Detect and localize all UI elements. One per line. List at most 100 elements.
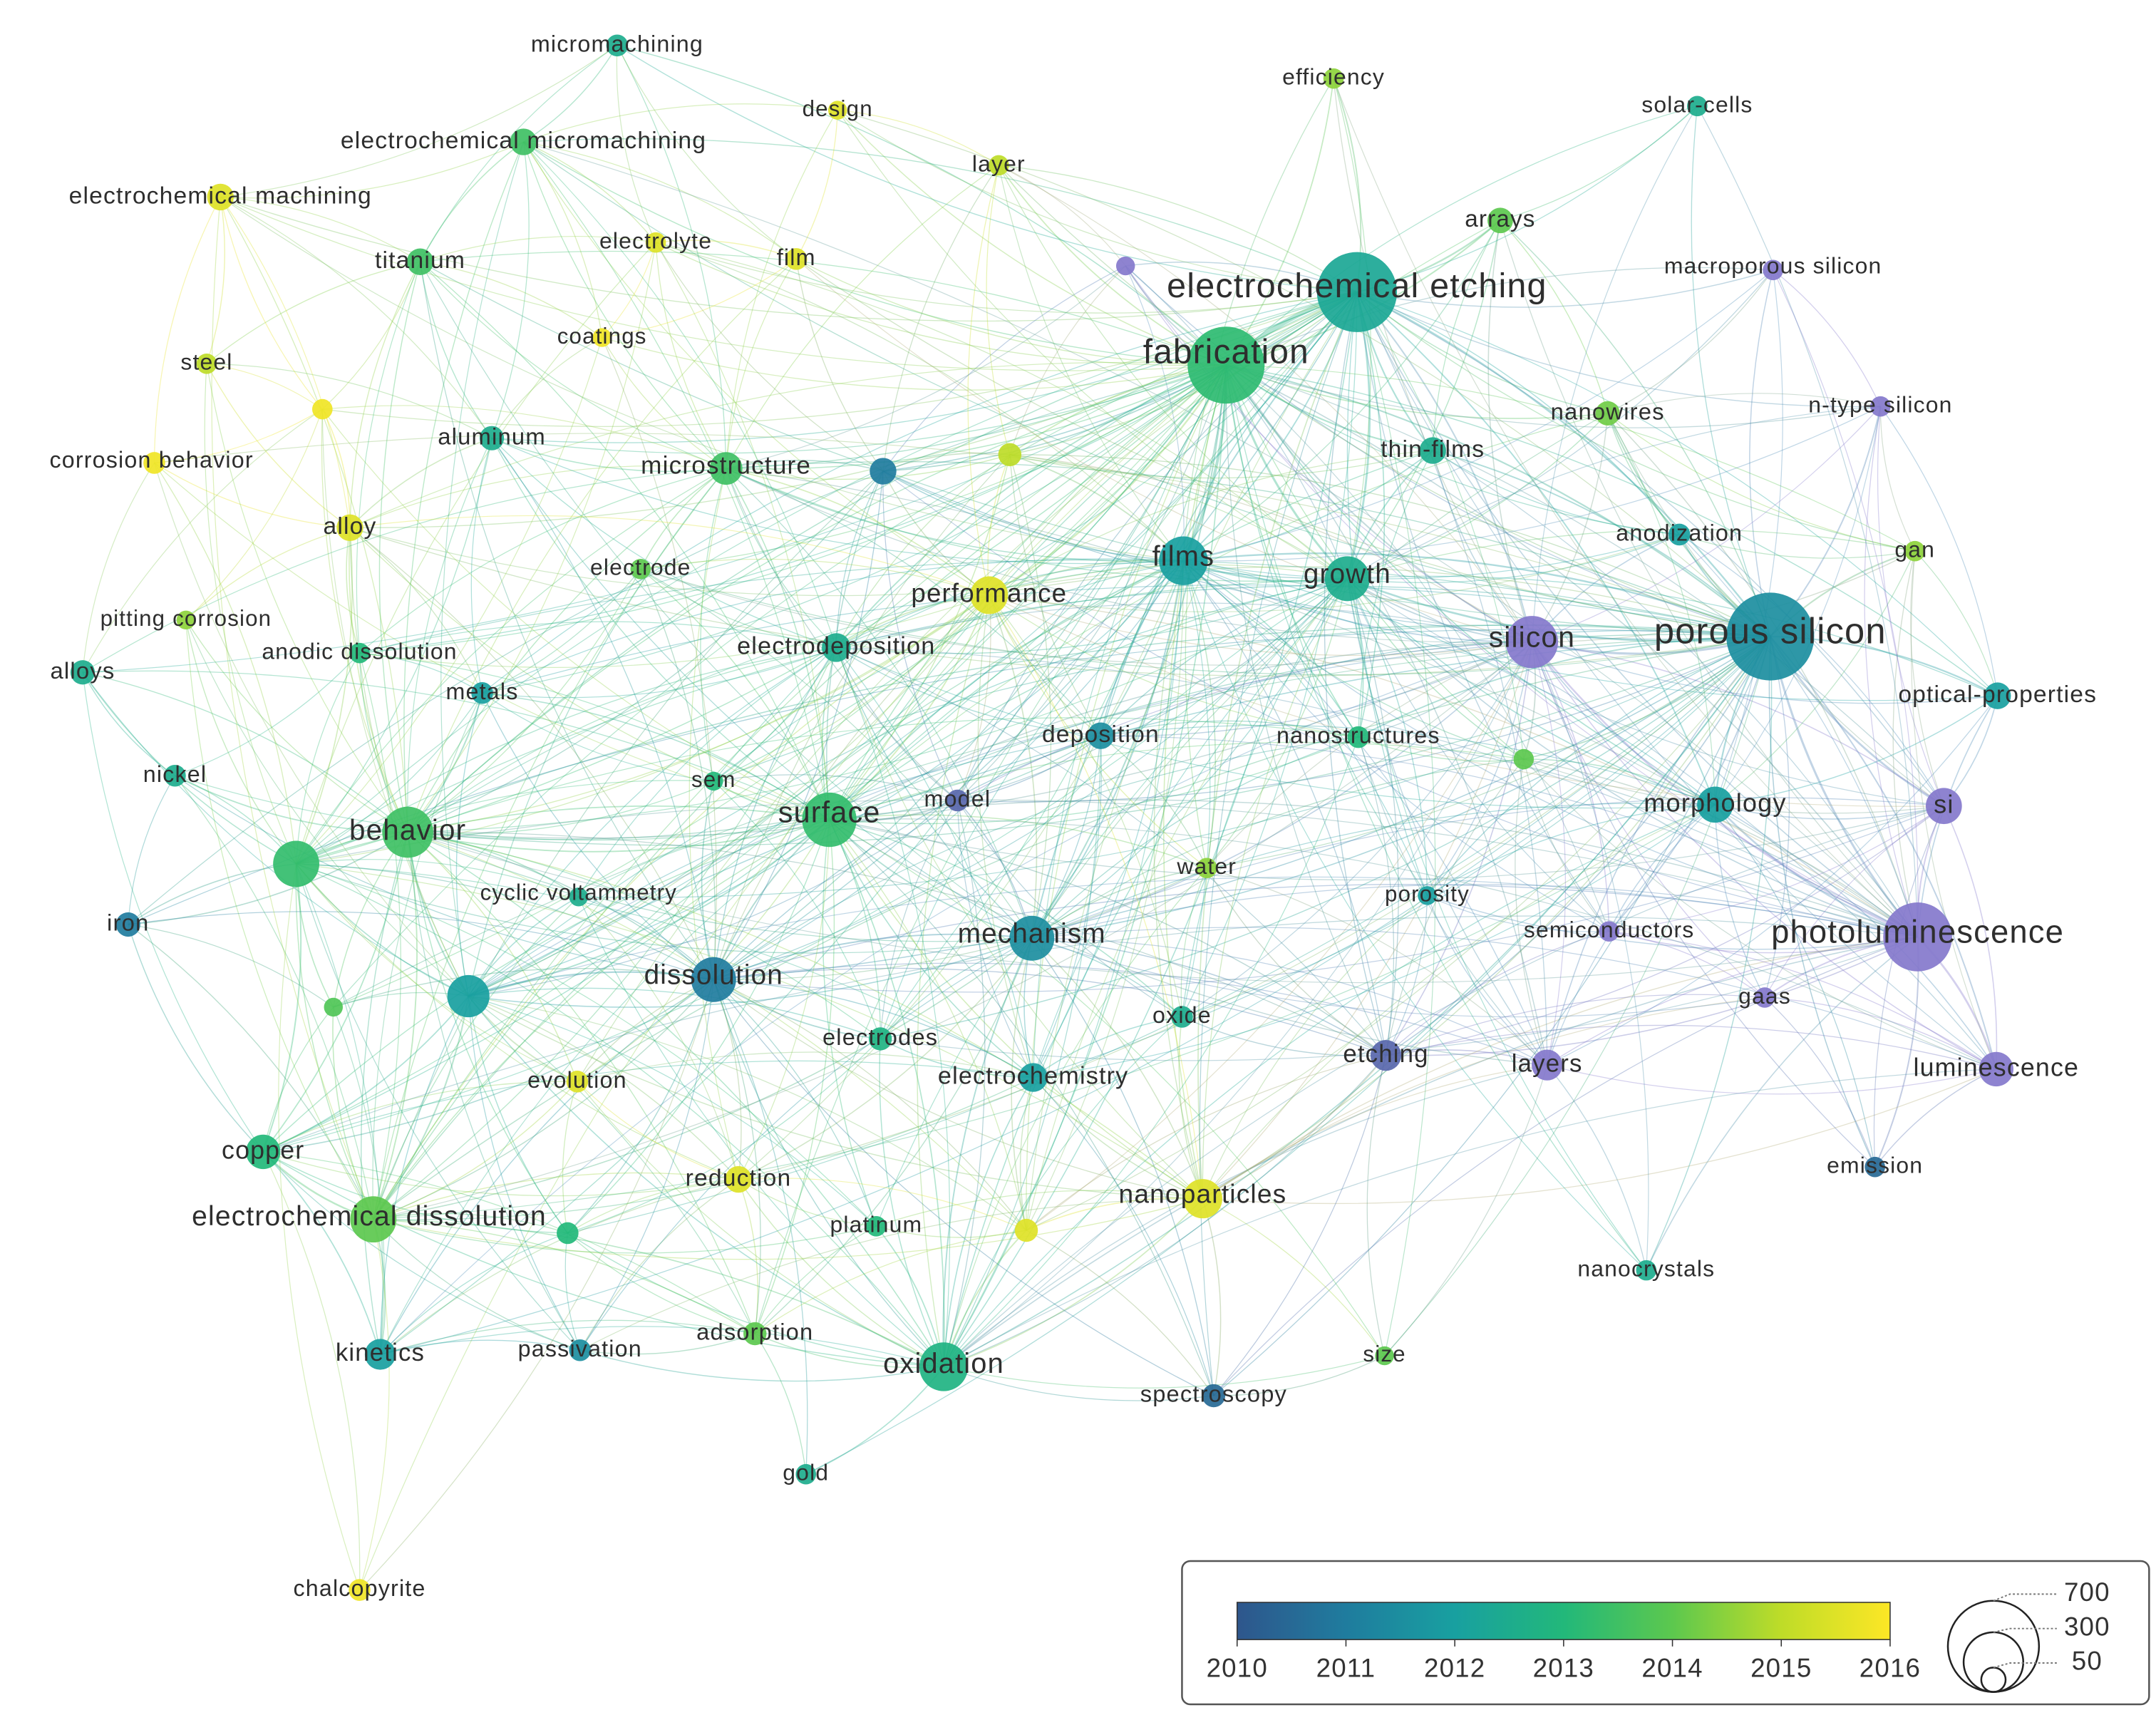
edge (482, 692, 830, 820)
edge (1356, 292, 1881, 408)
edge (989, 566, 1770, 637)
edge (829, 819, 1386, 1356)
edge (943, 800, 986, 1367)
edge (1206, 578, 1348, 869)
edge (738, 1178, 1027, 1231)
node (1115, 256, 1135, 276)
node-label: cyclic voltammetry (480, 880, 678, 905)
edge (262, 863, 302, 1153)
size-leader (1993, 1593, 2057, 1602)
edge (408, 642, 1532, 839)
edge (482, 558, 1184, 694)
edge (1183, 552, 1771, 638)
edge (1125, 265, 1532, 643)
node (1904, 540, 1926, 562)
node (1513, 748, 1535, 770)
edge (296, 438, 492, 865)
edge (1356, 292, 1944, 807)
edge (1125, 265, 1185, 561)
edge (379, 819, 830, 1355)
node (1599, 921, 1619, 942)
edge (1432, 450, 1771, 637)
edge (577, 1081, 944, 1368)
node (785, 248, 808, 270)
edge (943, 805, 1944, 1367)
edge (408, 781, 714, 835)
edge (523, 141, 1227, 366)
node-label: solar-cells (1641, 91, 1753, 117)
node-label: alloy (323, 513, 376, 540)
edge (1607, 413, 1915, 552)
edge (296, 578, 1348, 865)
edge (407, 242, 656, 833)
edge (577, 1051, 1033, 1082)
edge (1182, 560, 1428, 896)
edge (154, 433, 1770, 637)
edge (828, 364, 1227, 820)
edge (82, 670, 830, 820)
edge (359, 594, 990, 668)
edge (829, 450, 1433, 820)
node-label: dissolution (644, 960, 783, 991)
edge (1026, 560, 1184, 1231)
edge (373, 804, 1716, 1220)
edge (562, 1081, 578, 1234)
edge (296, 863, 1033, 1078)
edge (262, 995, 469, 1153)
edge (349, 437, 492, 528)
edge (726, 265, 1126, 469)
edge (1225, 365, 1387, 1056)
node-label: silicon (1489, 621, 1575, 654)
edge (726, 468, 1033, 939)
edge (989, 364, 1227, 597)
edge (372, 832, 418, 1220)
edge (998, 165, 1770, 637)
node-label: porous silicon (1654, 611, 1887, 652)
edge (128, 364, 1227, 925)
edge (880, 800, 958, 1039)
node (207, 183, 234, 211)
edge (617, 45, 1227, 366)
edge (754, 1333, 944, 1369)
edge (82, 671, 175, 776)
node-label: film (777, 244, 816, 270)
edge (836, 647, 1386, 1056)
node-label: sem (691, 767, 736, 792)
edge (1910, 551, 1997, 1070)
edge (1386, 805, 1944, 1056)
edge (1183, 560, 1716, 805)
edge (333, 364, 1227, 1008)
edge (567, 819, 830, 1234)
edge (713, 979, 761, 1334)
edge (957, 578, 1348, 801)
edge (713, 594, 990, 782)
edge (321, 408, 830, 820)
node-label: reduction (686, 1165, 792, 1191)
edge (617, 45, 727, 469)
edge (1226, 267, 1773, 366)
edge (822, 819, 877, 1227)
node (868, 1027, 892, 1051)
edge (835, 647, 1034, 1078)
edge (943, 1366, 1214, 1401)
edge (1714, 804, 1765, 998)
edge (349, 515, 990, 596)
edge (1346, 578, 1716, 805)
colorbar-tick-label: 2016 (1860, 1653, 1921, 1682)
edge (1031, 636, 1771, 939)
edge (567, 1232, 755, 1334)
node (606, 34, 629, 57)
edge (578, 636, 1771, 898)
colorbar-tick-label: 2011 (1316, 1653, 1376, 1682)
edge (1225, 365, 1428, 896)
edge (380, 1339, 580, 1355)
edge (1500, 105, 1698, 221)
edge (726, 165, 999, 469)
node-label: nanocrystals (1577, 1256, 1715, 1282)
node (795, 1463, 817, 1485)
edge (349, 465, 726, 528)
edge (468, 995, 1203, 1200)
edge (1182, 560, 1918, 938)
edge (296, 863, 877, 1227)
edge (220, 197, 323, 410)
